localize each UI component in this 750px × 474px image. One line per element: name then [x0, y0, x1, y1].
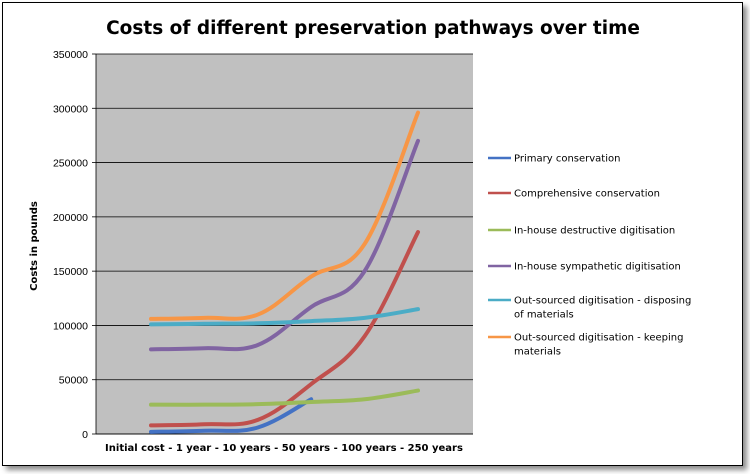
plot-area — [96, 54, 473, 434]
series-line-6 — [149, 110, 420, 321]
legend-label: Out-sourced digitisation - disposing of m… — [514, 296, 691, 321]
y-axis-label: Costs in pounds — [29, 201, 40, 291]
y-tick-label: 250000 — [53, 158, 88, 170]
series-line-4 — [149, 138, 420, 352]
y-tick-label: 50000 — [59, 375, 88, 387]
legend-item: Out-sourced digitisation - keeping materi… — [488, 333, 683, 358]
series-line-5 — [149, 307, 420, 327]
y-tick-label: 100000 — [53, 320, 88, 332]
series-line-1 — [149, 397, 314, 434]
x-axis-category-labels: Initial cost - 1 year - 10 years - 50 ye… — [105, 443, 463, 454]
y-tick-label: 300000 — [53, 103, 88, 115]
series-line-3 — [149, 388, 420, 407]
legend-label: Comprehensive conservation — [514, 189, 660, 200]
legend-label: Out-sourced digitisation - keeping materi… — [514, 333, 683, 358]
series-line-2 — [149, 230, 420, 428]
chart: Costs of different preservation pathways… — [29, 18, 691, 454]
legend-item: In-house destructive digitisation — [488, 226, 675, 237]
legend-label: In-house destructive digitisation — [514, 226, 675, 237]
legend-item: Out-sourced digitisation - disposing of m… — [488, 296, 691, 321]
legend-label: Primary conservation — [514, 154, 620, 165]
chart-frame: Costs of different preservation pathways… — [2, 2, 743, 466]
y-tick-label: 200000 — [53, 212, 88, 224]
y-tick-label: 150000 — [53, 266, 88, 278]
chart-title: Costs of different preservation pathways… — [106, 18, 640, 39]
legend-item: In-house sympathetic digitisation — [488, 262, 681, 273]
legend-label: In-house sympathetic digitisation — [514, 262, 681, 273]
y-tick-label: 350000 — [53, 49, 88, 61]
legend-item: Primary conservation — [488, 154, 620, 165]
legend-item: Comprehensive conservation — [488, 189, 660, 200]
y-tick-label: 0 — [82, 429, 88, 441]
